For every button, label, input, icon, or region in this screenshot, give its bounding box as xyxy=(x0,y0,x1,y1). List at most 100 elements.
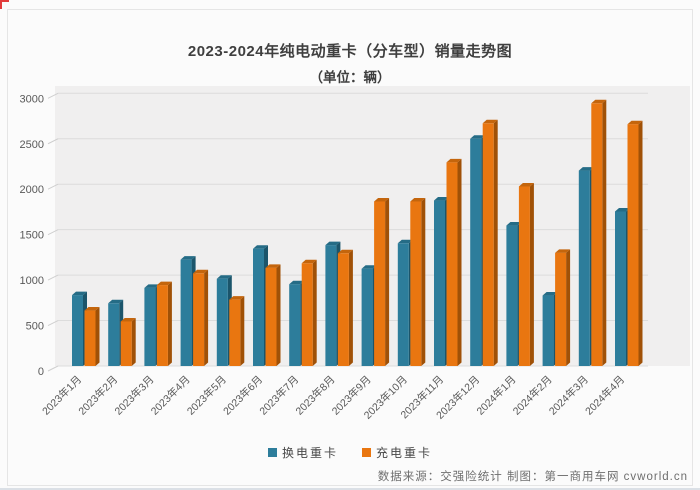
axis-tick xyxy=(47,274,59,281)
y-tick-label: 0 xyxy=(38,366,44,378)
bar-swap-3-top xyxy=(144,284,160,288)
bar-charge-1 xyxy=(84,310,96,366)
bar-charge-1-side xyxy=(95,307,100,366)
bar-chart-plot: 0500100015002000250030002023年1月2023年2月20… xyxy=(20,86,690,422)
bar-swap-11-top xyxy=(434,197,449,201)
bar-charge-14-side xyxy=(566,249,571,366)
bar-charge-5-top xyxy=(229,296,245,300)
bar-charge-5-side xyxy=(240,296,245,366)
legend-item-charge-truck: 充电重卡 xyxy=(362,444,432,461)
bar-charge-5 xyxy=(229,299,241,366)
bar-swap-16 xyxy=(615,211,626,366)
red-corner-mark xyxy=(0,0,9,9)
bar-swap-15 xyxy=(578,170,590,366)
bar-charge-9 xyxy=(374,201,386,366)
bar-swap-10 xyxy=(397,243,409,366)
bar-charge-3-side xyxy=(167,281,172,366)
bar-charge-11 xyxy=(446,162,458,366)
legend-item-swap-truck: 换电重卡 xyxy=(267,444,338,461)
bar-charge-14 xyxy=(555,252,567,366)
x-category-label: 2024年4月 xyxy=(582,373,627,418)
chart-title-block: 2023-2024年纯电动重卡（分车型）销量走势图 （单位：辆） xyxy=(0,40,700,86)
bar-charge-2 xyxy=(120,321,132,366)
axis-tick xyxy=(47,229,59,236)
bar-swap-2 xyxy=(108,303,120,366)
bar-charge-7 xyxy=(301,263,313,366)
y-tick-label: 2500 xyxy=(20,139,44,151)
legend-label-swap: 换电重卡 xyxy=(281,446,338,460)
bar-swap-7 xyxy=(289,284,301,366)
bar-swap-8 xyxy=(325,245,337,366)
chart-subtitle: （单位：辆） xyxy=(309,70,391,85)
chart-legend: 换电重卡 充电重卡 xyxy=(0,444,700,461)
y-tick-label: 1000 xyxy=(20,275,44,287)
bar-swap-1 xyxy=(72,295,83,366)
legend-label-charge: 充电重卡 xyxy=(376,446,433,460)
bar-charge-4 xyxy=(193,273,205,366)
axis-tick xyxy=(47,138,59,145)
bar-charge-13-side xyxy=(529,182,534,366)
y-tick-label: 500 xyxy=(26,321,44,333)
bar-swap-12 xyxy=(470,138,482,366)
bar-charge-6-top xyxy=(265,264,281,268)
bar-charge-3-top xyxy=(156,281,172,286)
bar-charge-12-top xyxy=(482,119,498,124)
bar-charge-15-side xyxy=(602,99,607,366)
bar-charge-7-top xyxy=(301,259,317,264)
y-tick-label: 1500 xyxy=(20,230,44,242)
legend-swatch-charge xyxy=(362,448,371,457)
bar-swap-15-top xyxy=(578,167,594,171)
bar-charge-10-side xyxy=(421,197,426,366)
bar-swap-13 xyxy=(506,225,518,366)
axis-tick xyxy=(47,183,59,190)
bar-charge-8-top xyxy=(337,249,353,254)
bar-swap-9-top xyxy=(361,265,377,269)
bar-charge-8-side xyxy=(348,249,353,366)
bar-charge-6 xyxy=(265,267,277,366)
bar-charge-9-side xyxy=(385,197,390,366)
bar-charge-2-top xyxy=(120,317,136,322)
bar-charge-14-top xyxy=(555,249,571,253)
bar-charge-11-top xyxy=(446,158,462,163)
bar-charge-4-side xyxy=(204,269,209,366)
bar-swap-3 xyxy=(144,287,156,366)
bar-swap-11 xyxy=(434,200,445,366)
data-source-credit: 数据来源：交强险统计 制图：第一商用车网 cvworld.cn xyxy=(377,471,688,483)
bar-charge-13 xyxy=(518,186,530,366)
bar-charge-6-side xyxy=(276,264,281,366)
bar-charge-16 xyxy=(627,124,639,367)
bar-swap-8-top xyxy=(325,241,341,246)
axis-tick xyxy=(47,320,59,326)
bar-charge-2-side xyxy=(131,317,136,366)
axis-tick xyxy=(47,92,59,99)
axis-tick xyxy=(47,365,59,372)
bar-charge-15 xyxy=(591,103,603,366)
y-tick-label: 3000 xyxy=(20,93,44,105)
bar-charge-12-side xyxy=(493,119,498,366)
bar-charge-3 xyxy=(156,285,168,366)
bar-swap-2-top xyxy=(108,299,124,304)
bar-charge-15-top xyxy=(591,99,607,104)
bar-swap-1-top xyxy=(72,291,87,296)
bar-swap-6 xyxy=(253,248,264,366)
bar-swap-12-top xyxy=(470,135,486,139)
bar-swap-14-top xyxy=(542,292,558,296)
bar-charge-4-top xyxy=(193,269,209,274)
bar-swap-13-top xyxy=(506,222,522,226)
bar-charge-16-top xyxy=(627,120,643,125)
bar-swap-10-top xyxy=(397,239,413,244)
bar-charge-11-side xyxy=(457,158,462,366)
bar-swap-6-top xyxy=(253,245,268,249)
bar-swap-14 xyxy=(542,295,554,366)
bar-charge-9-top xyxy=(374,197,390,202)
bar-charge-16-side xyxy=(638,120,643,367)
legend-swatch-swap xyxy=(267,448,277,457)
bar-charge-10 xyxy=(410,201,422,366)
y-tick-label: 2000 xyxy=(20,184,44,196)
bar-swap-5 xyxy=(216,278,228,366)
bar-charge-12 xyxy=(482,123,494,366)
chart-title: 2023-2024年纯电动重卡（分车型）销量走势图 xyxy=(187,43,513,60)
bar-charge-7-side xyxy=(312,259,317,366)
bar-swap-9 xyxy=(361,268,373,366)
